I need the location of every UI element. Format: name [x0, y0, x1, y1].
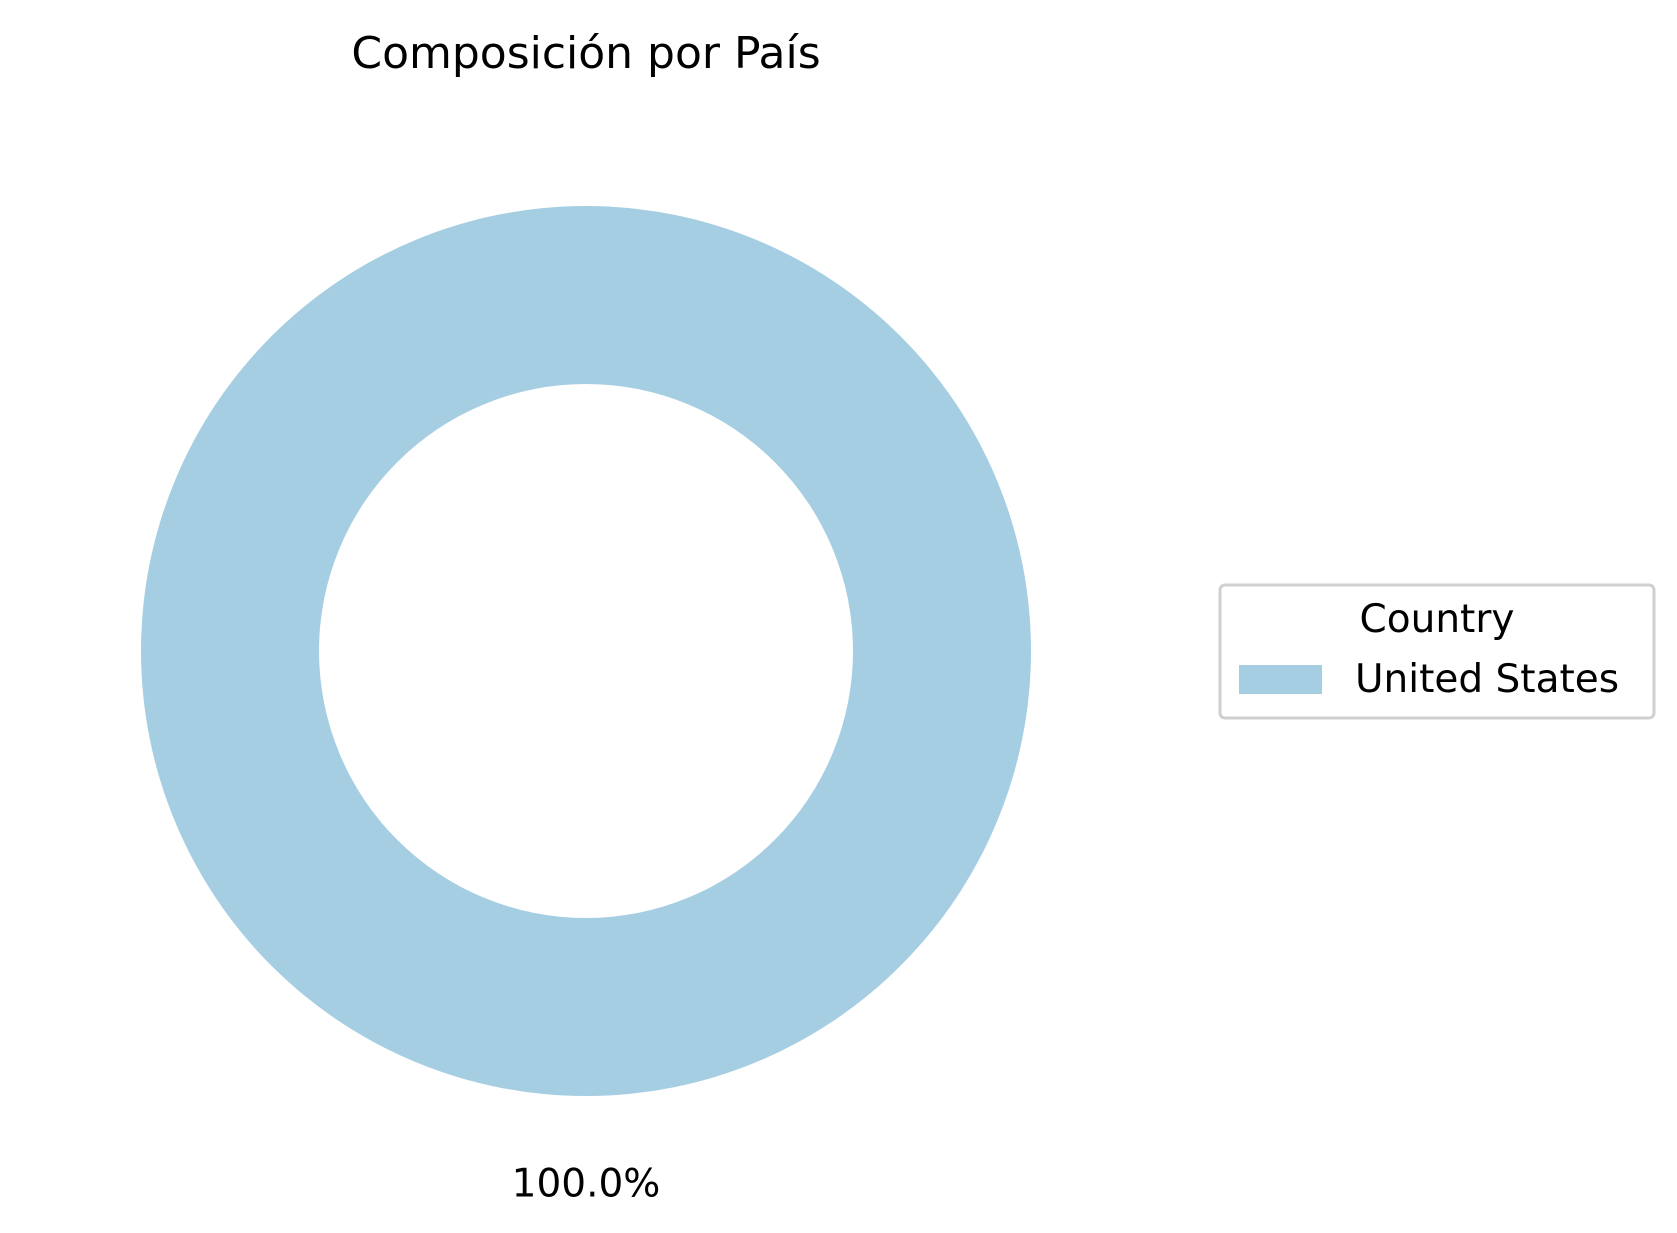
legend-entry-label: United States: [1355, 657, 1619, 702]
legend: Country United States: [1218, 583, 1656, 720]
chart-title: Composición por País: [351, 28, 820, 79]
slice-percent-label: 100.0%: [512, 1162, 661, 1207]
legend-title: Country: [1360, 597, 1515, 642]
donut-slices: [141, 206, 1031, 1096]
legend-entries: United States: [1239, 657, 1619, 702]
legend-frame: [1218, 583, 1656, 720]
slice-labels: 100.0%: [512, 1162, 661, 1207]
donut-slice: [141, 206, 1031, 1096]
legend-swatch: [1239, 665, 1322, 694]
